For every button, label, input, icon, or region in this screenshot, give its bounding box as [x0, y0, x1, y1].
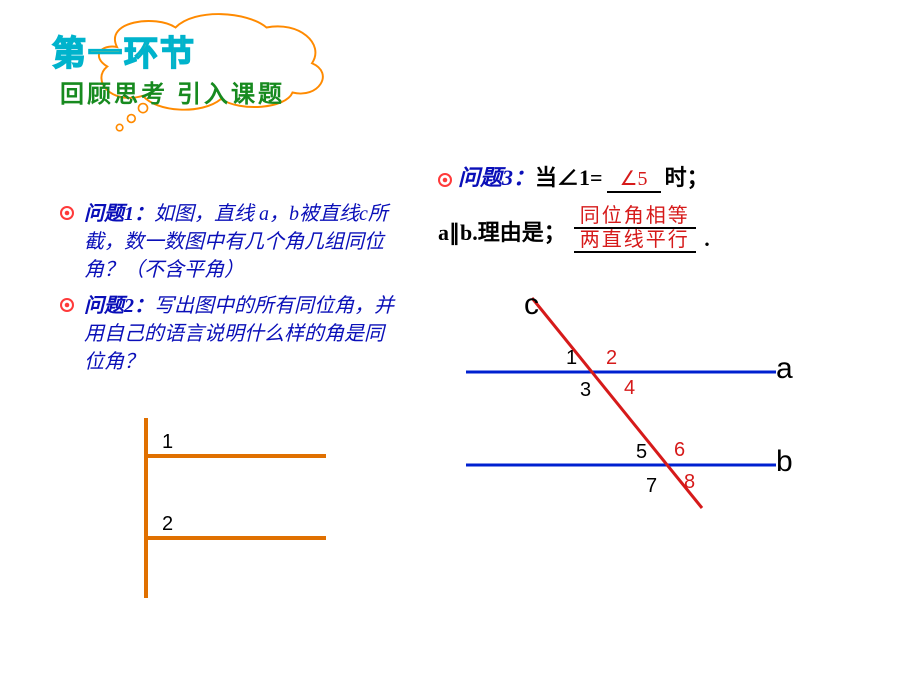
q3-reason-1: 同位角相等 [574, 205, 696, 229]
question-3-line2: a∥b.理由是； 同位角相等 两直线平行 ． [438, 207, 868, 255]
angle-7: 7 [646, 475, 657, 497]
question-2: 问题2：写出图中的所有同位角，并用自己的语言说明什么样的角是同位角？ [60, 292, 400, 376]
angle-4: 4 [624, 377, 635, 399]
line-label-b: b [776, 445, 793, 478]
bullet-icon [60, 206, 74, 220]
section-title-main: 第一环节 [52, 26, 196, 75]
line-label-c: c [524, 290, 539, 321]
question-1: 问题1：如图，直线 a，b被直线c所截，数一数图中有几个角几组同位角？（不含平角… [60, 200, 400, 284]
question-2-label: 问题2： [84, 295, 154, 317]
question-3-label: 问题3： [458, 160, 535, 192]
angle-5: 5 [636, 441, 647, 463]
right-column: 问题3： 当∠1= ∠5 时； a∥b.理由是； 同位角相等 两直线平行 ． [438, 160, 868, 255]
left-column: 问题1：如图，直线 a，b被直线c所截，数一数图中有几个角几组同位角？（不含平角… [60, 200, 400, 384]
q3-reason-box: 同位角相等 两直线平行 [574, 205, 696, 253]
section-title-sub: 回顾思考 引入课题 [60, 74, 285, 109]
q3-blank-answer: ∠5 [607, 166, 661, 193]
bullet-icon [60, 298, 74, 312]
q3-text-part2: 时； [665, 160, 709, 192]
angle-6: 6 [674, 439, 685, 461]
angle-3: 3 [580, 379, 591, 401]
question-3-line1: 问题3： 当∠1= ∠5 时； [438, 160, 868, 193]
question-1-text: 问题1：如图，直线 a，b被直线c所截，数一数图中有几个角几组同位角？（不含平角… [84, 200, 400, 284]
figure-left: 1 2 [116, 418, 346, 598]
angle-label-2: 2 [162, 513, 173, 535]
angle-2: 2 [606, 347, 617, 369]
question-2-text: 问题2：写出图中的所有同位角，并用自己的语言说明什么样的角是同位角？ [84, 292, 400, 376]
q3-period: ． [702, 221, 724, 253]
figure-right: c a b 1 2 3 4 5 6 7 8 [456, 290, 816, 530]
angle-label-1: 1 [162, 431, 173, 453]
q3-line2-text: a∥b.理由是； [438, 215, 566, 247]
q3-text-part1: 当∠1= [535, 160, 603, 192]
line-label-a: a [776, 352, 793, 385]
angle-8: 8 [684, 471, 695, 493]
q3-reason-2: 两直线平行 [574, 229, 696, 253]
angle-1: 1 [566, 347, 577, 369]
bullet-icon [438, 167, 452, 193]
question-1-label: 问题1： [84, 203, 154, 225]
